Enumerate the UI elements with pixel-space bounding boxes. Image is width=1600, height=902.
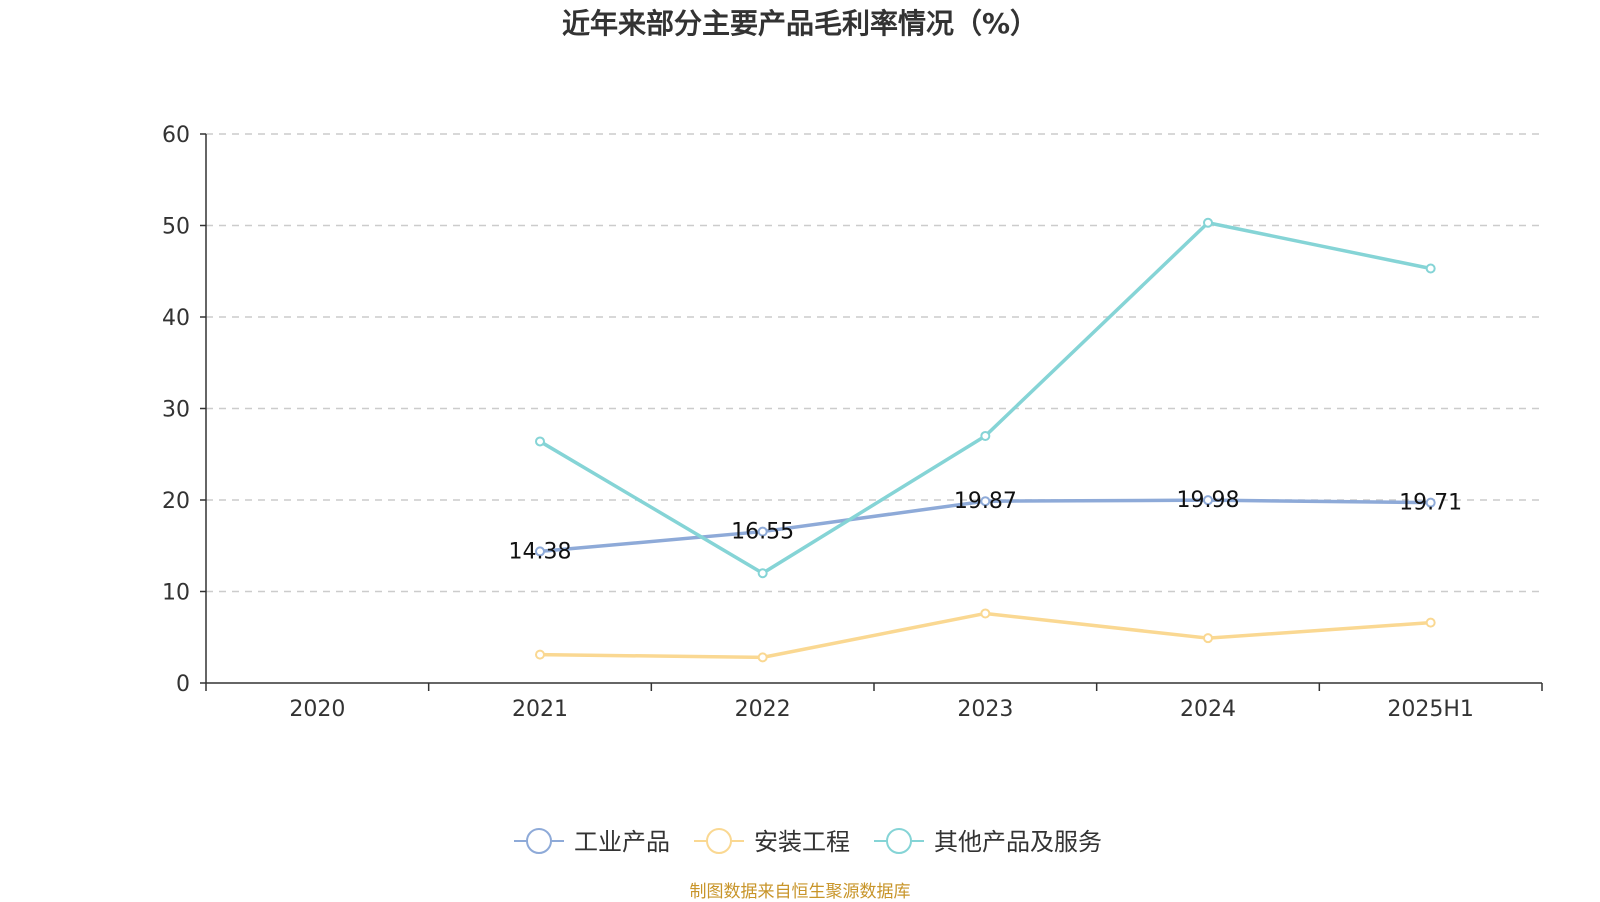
series-line-2 [538, 221, 1433, 575]
legend-label: 工业产品 [574, 828, 670, 856]
data-point[interactable] [757, 526, 768, 537]
y-tick-label: 10 [162, 581, 190, 606]
data-point[interactable] [1203, 495, 1213, 506]
y-tick-label: 20 [162, 489, 190, 514]
data-label: 19.98 [1177, 488, 1240, 513]
source-note: 制图数据来自恒生聚源数据库 [689, 882, 911, 902]
chart-title: 近年来部分主要产品毛利率情况（%） [561, 7, 1039, 40]
legend: 工业产品 安装工程 其他产品及服务 [514, 828, 1102, 856]
axes: 0 10 20 30 40 50 60 2020 2021 2022 2023 2024 2025H1 [162, 123, 1543, 722]
data-point[interactable] [535, 436, 545, 447]
data-label: 19.87 [954, 489, 1017, 514]
data-point[interactable] [535, 649, 545, 660]
data-label: 14.38 [509, 539, 572, 564]
data-point[interactable] [980, 496, 991, 507]
legend-item[interactable]: 工业产品 [514, 828, 670, 856]
x-tick-label: 2023 [957, 697, 1013, 722]
data-point[interactable] [980, 430, 991, 441]
y-tick-label: 50 [162, 215, 190, 240]
y-tick-label: 40 [162, 306, 190, 331]
legend-item[interactable]: 安装工程 [694, 828, 850, 856]
series-line-1 [538, 611, 1433, 660]
data-label: 16.55 [731, 520, 794, 545]
data-point[interactable] [1425, 617, 1436, 628]
grid-lines [206, 133, 1542, 593]
legend-marker [526, 828, 552, 854]
legend-marker [886, 828, 912, 854]
data-point[interactable] [757, 652, 768, 663]
x-tick-label: 2021 [512, 697, 568, 722]
data-point[interactable] [535, 546, 545, 557]
series-lines [535, 217, 1436, 663]
x-tick-label: 2024 [1180, 697, 1236, 722]
data-point[interactable] [980, 608, 991, 619]
data-point[interactable] [1425, 497, 1436, 508]
data-point[interactable] [1425, 263, 1436, 274]
x-tick-label: 2025H1 [1387, 697, 1474, 722]
legend-label: 安装工程 [754, 828, 850, 856]
legend-marker [706, 828, 732, 854]
y-tick-label: 30 [162, 398, 190, 423]
y-tick-label: 60 [162, 123, 190, 148]
data-labels: 14.38 16.55 19.87 19.98 19.71 [509, 488, 1463, 564]
x-tick-label: 2022 [735, 697, 791, 722]
x-tick-label: 2020 [289, 697, 345, 722]
legend-item[interactable]: 其他产品及服务 [874, 828, 1102, 856]
y-tick-label: 0 [176, 672, 190, 697]
data-point[interactable] [1203, 633, 1213, 644]
data-point[interactable] [757, 568, 768, 579]
data-point[interactable] [1203, 217, 1213, 228]
legend-label: 其他产品及服务 [934, 828, 1102, 856]
data-label: 19.71 [1399, 491, 1462, 516]
